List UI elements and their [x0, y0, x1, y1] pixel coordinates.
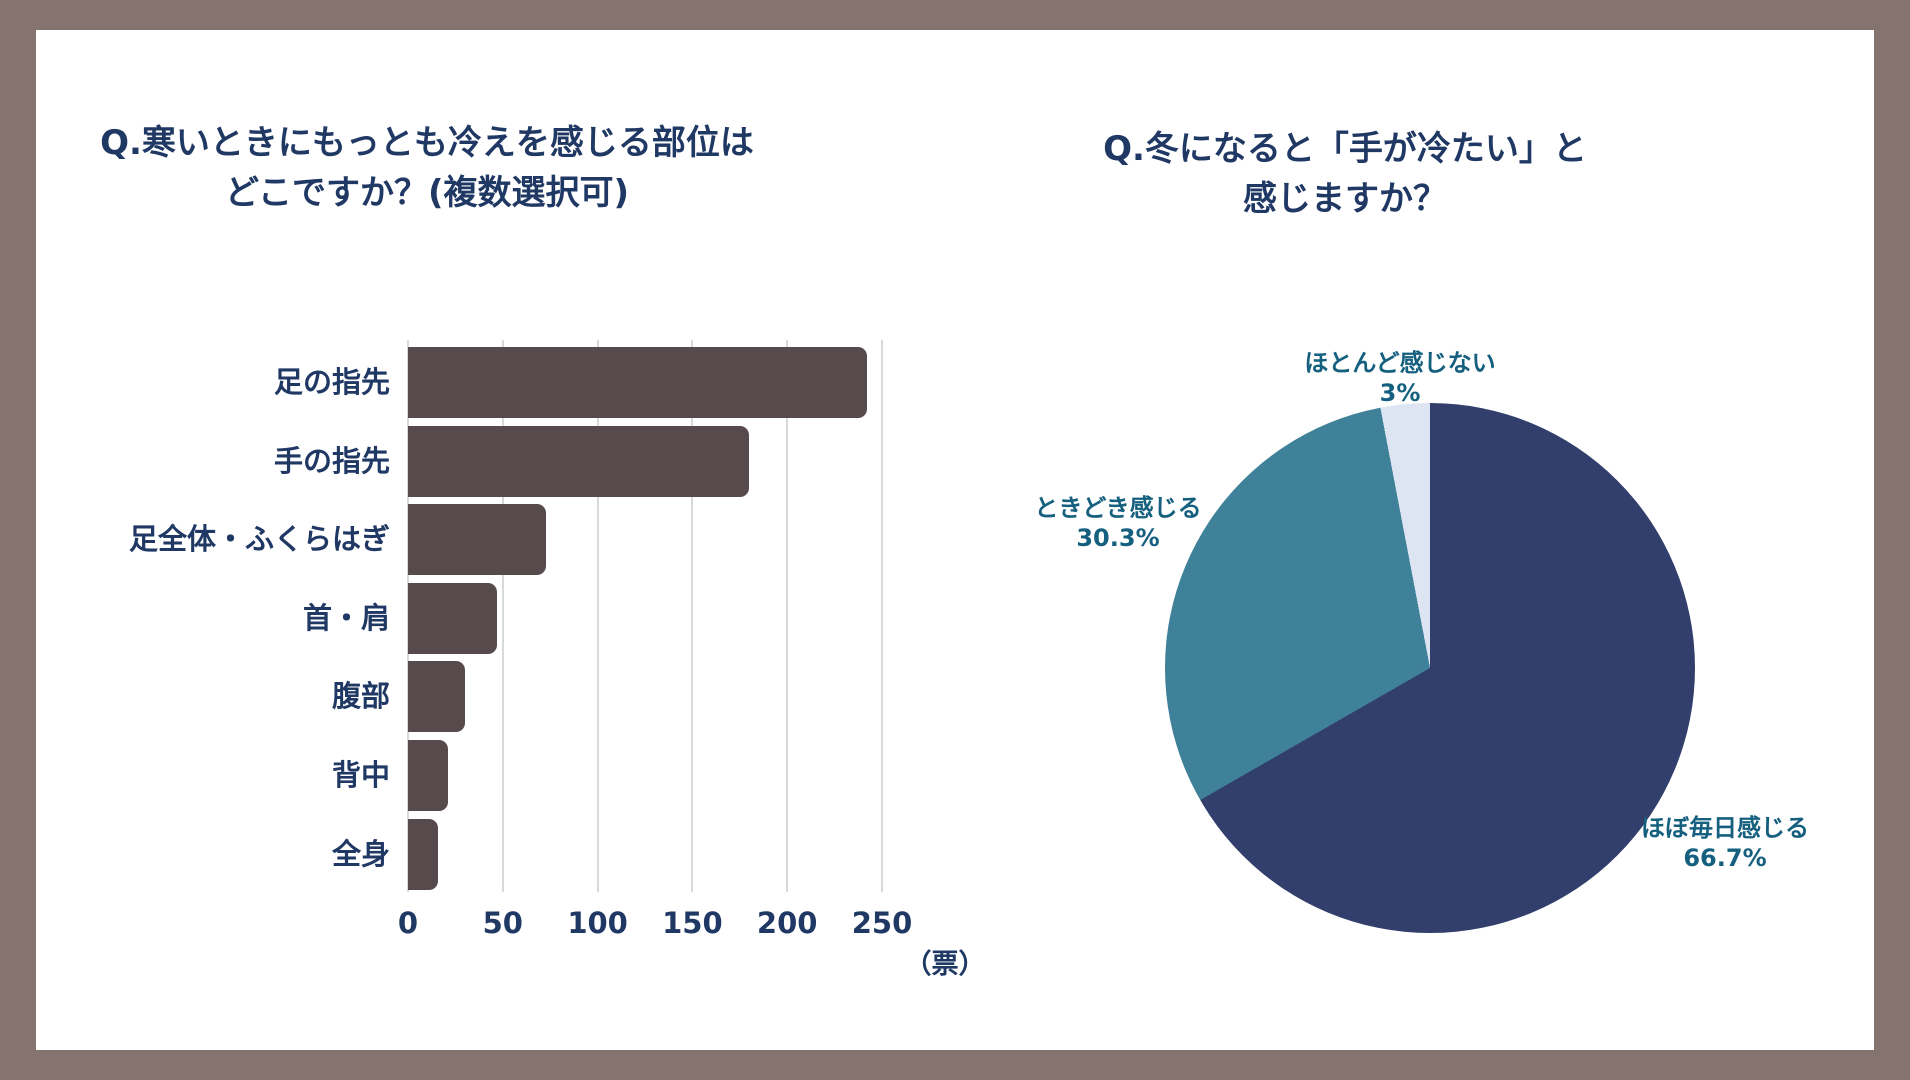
pie-chart-title: Q.冬になると「手が冷たい」と 感じますか？ [955, 124, 1735, 224]
pie-slice-label-value: 66.7% [1683, 844, 1767, 872]
bar-x-axis-ticks: 0 50 100 150 200 250 [398, 906, 912, 946]
bar-chart-title-line2: どこですか？(複数選択可) [224, 173, 630, 213]
bar-category-label-3: 首・肩 [302, 600, 390, 635]
gridline-x-50 [501, 340, 504, 892]
bar-plot-area [407, 340, 883, 892]
bar-category-label-5: 背中 [331, 758, 390, 792]
pie-slice-label-text: ときどき感じる [1034, 494, 1202, 522]
bar-category-label-0: 足の指先 [273, 365, 390, 399]
bar-0 [408, 347, 867, 418]
bar-chart-title: Q.寒いときにもっとも冷えを感じる部位は どこですか？(複数選択可) [36, 118, 818, 218]
pie-slice-label-almost-daily: ほぼ毎日感じる 66.7% [1641, 813, 1809, 873]
bar-category-label-4: 腹部 [331, 679, 390, 714]
gridline-x-150 [691, 340, 694, 892]
bar-category-label-2: 足全体・ふくらはぎ [128, 522, 390, 557]
pie-slice-label-text: ほぼ毎日感じる [1641, 814, 1809, 842]
pie-slice-label-value: 30.3% [1076, 524, 1160, 552]
bar-3 [408, 582, 498, 654]
x-tick-label-250: 250 [851, 906, 913, 940]
bar-5 [408, 740, 448, 811]
x-tick-label-0: 0 [397, 906, 419, 940]
pie-slice-label-sometimes: ときどき感じる 30.3% [1034, 493, 1201, 553]
bar-category-labels: 足の指先手の指先足全体・ふくらはぎ首・肩腹部背中全身 [36, 340, 398, 892]
bar-chart-title-line1: Q.寒いときにもっとも冷えを感じる部位は [100, 123, 754, 163]
bar-category-label-1: 手の指先 [273, 443, 390, 478]
bar-4 [408, 661, 465, 733]
bar-unit-label: （票） [904, 949, 986, 980]
x-tick-label-50: 50 [482, 906, 523, 940]
pie-slice-label-value: 3% [1379, 379, 1421, 407]
gridline-x-250 [881, 340, 883, 892]
x-tick-label-150: 150 [662, 906, 723, 940]
pie-slice-label-almost-never: ほとんど感じない 3% [1304, 348, 1495, 408]
pie-chart [1165, 403, 1695, 933]
gridline-x-200 [786, 340, 789, 892]
chart-card: Q.寒いときにもっとも冷えを感じる部位は どこですか？(複数選択可) 足の指先手… [36, 30, 1874, 1050]
x-tick-label-200: 200 [756, 906, 818, 940]
gridline-x-100 [596, 340, 599, 892]
bar-1 [408, 425, 750, 497]
bar-category-label-6: 全身 [331, 836, 390, 871]
bar-6 [408, 818, 439, 890]
pie-slice-label-text: ほとんど感じない [1304, 349, 1496, 377]
pie-chart-title-line2: 感じますか？ [1243, 179, 1447, 219]
pie-chart-title-line1: Q.冬になると「手が冷たい」と [1103, 129, 1587, 169]
x-tick-label-100: 100 [567, 906, 628, 940]
bar-2 [408, 504, 547, 576]
